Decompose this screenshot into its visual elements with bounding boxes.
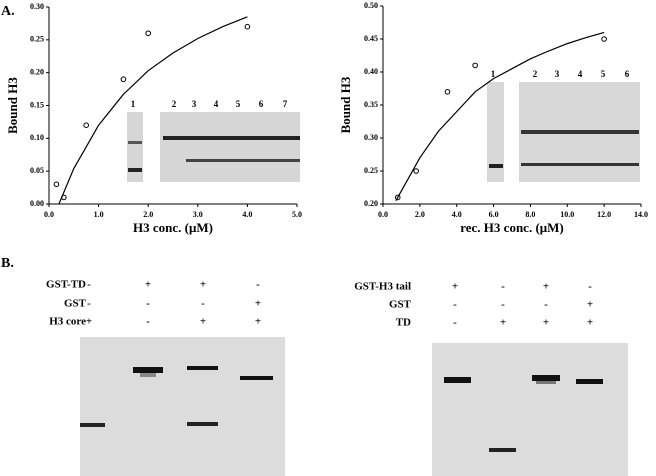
y-tick-label: 0.20 bbox=[364, 199, 378, 208]
lane-label: 2 bbox=[533, 69, 538, 79]
gel-inset bbox=[487, 82, 640, 182]
data-point bbox=[472, 62, 478, 69]
x-tick-label: 2.0 bbox=[143, 210, 153, 219]
y-tick-label: 0.25 bbox=[364, 166, 378, 175]
lane-label: 2 bbox=[172, 99, 177, 109]
y-tick-label: 0.50 bbox=[364, 1, 378, 10]
lane-label: 3 bbox=[192, 99, 197, 109]
gel bbox=[80, 337, 285, 476]
lane-label: 3 bbox=[555, 69, 560, 79]
lane-sign: + bbox=[86, 316, 92, 328]
lane-sign: - bbox=[87, 279, 91, 291]
lane-label: 6 bbox=[625, 69, 630, 79]
panel-label: B. bbox=[1, 256, 14, 271]
x-axis-label: H3 conc. (μM) bbox=[133, 220, 213, 235]
x-tick-label: 5.0 bbox=[292, 210, 302, 219]
lane-label: 1 bbox=[491, 69, 496, 79]
y-tick-label: 0.45 bbox=[364, 34, 378, 43]
x-tick-label: 12.0 bbox=[597, 210, 611, 219]
lane-sign: + bbox=[255, 298, 261, 310]
fit-line bbox=[58, 16, 248, 205]
x-tick-label: 0.0 bbox=[378, 210, 388, 219]
lane-label: 5 bbox=[236, 99, 241, 109]
y-tick-label: 0.05 bbox=[30, 166, 44, 175]
gel-inset bbox=[127, 112, 300, 182]
lane-sign: - bbox=[501, 281, 505, 293]
panel-label: A. bbox=[1, 4, 15, 19]
y-tick-label: 0.40 bbox=[364, 67, 378, 76]
row-label: GST-H3 tail bbox=[354, 281, 411, 293]
x-tick-label: 3.0 bbox=[193, 210, 203, 219]
lane-sign: - bbox=[501, 299, 505, 311]
data-point bbox=[413, 168, 419, 174]
data-point bbox=[53, 181, 60, 188]
lane-sign: + bbox=[452, 281, 458, 293]
data-point bbox=[145, 30, 151, 37]
data-point bbox=[244, 23, 251, 30]
x-tick-label: 6.0 bbox=[489, 210, 499, 219]
x-axis-label: rec. H3 conc. (μM) bbox=[460, 220, 564, 235]
data-point bbox=[601, 36, 607, 42]
lane-sign: - bbox=[146, 316, 150, 328]
x-tick-label: 8.0 bbox=[525, 210, 535, 219]
y-tick-label: 0.20 bbox=[30, 67, 44, 76]
fit-line bbox=[395, 31, 605, 201]
lane-sign: - bbox=[588, 281, 592, 293]
x-tick-label: 2.0 bbox=[415, 210, 425, 219]
y-tick-label: 0.30 bbox=[30, 2, 44, 11]
lane-sign: + bbox=[255, 316, 261, 328]
lane-sign: - bbox=[256, 279, 260, 291]
row-label: TD bbox=[396, 317, 411, 329]
lane-label: 7 bbox=[283, 99, 288, 109]
lane-sign: - bbox=[453, 317, 457, 329]
lane-sign: - bbox=[453, 299, 457, 311]
lane-sign: + bbox=[543, 281, 549, 293]
lane-sign: - bbox=[146, 298, 150, 310]
lane-sign: + bbox=[500, 317, 506, 329]
x-tick-label: 0.0 bbox=[44, 210, 54, 219]
y-tick-label: 0.10 bbox=[30, 133, 44, 142]
data-point bbox=[120, 76, 127, 83]
lane-sign: + bbox=[543, 317, 549, 329]
lane-sign: - bbox=[201, 298, 205, 310]
x-tick-label: 4.0 bbox=[452, 210, 462, 219]
row-label: GST-TD bbox=[46, 279, 86, 291]
data-point bbox=[83, 122, 89, 128]
lane-label: 4 bbox=[214, 99, 219, 109]
lane-label: 4 bbox=[578, 69, 583, 79]
gel bbox=[432, 343, 628, 476]
y-tick-label: 0.15 bbox=[30, 100, 44, 109]
y-axis-label: Bound H3 bbox=[5, 77, 20, 134]
y-tick-label: 0.35 bbox=[364, 100, 378, 109]
lane-sign: + bbox=[587, 299, 593, 311]
y-tick-label: 0.30 bbox=[364, 133, 378, 142]
lane-label: 6 bbox=[259, 99, 264, 109]
lane-sign: + bbox=[145, 279, 151, 291]
lane-label: 1 bbox=[131, 99, 136, 109]
x-tick-label: 1.0 bbox=[94, 210, 104, 219]
x-tick-label: 14.0 bbox=[634, 210, 648, 219]
lane-sign: + bbox=[200, 279, 206, 291]
y-tick-label: 0.25 bbox=[30, 35, 44, 44]
row-label: GST bbox=[64, 298, 87, 310]
y-axis-label: Bound H3 bbox=[338, 76, 353, 133]
row-label: GST bbox=[389, 299, 412, 311]
lane-label: 5 bbox=[601, 69, 606, 79]
x-tick-label: 10.0 bbox=[560, 210, 574, 219]
row-label: H3 core bbox=[49, 316, 86, 328]
lane-sign: - bbox=[87, 298, 91, 310]
data-point bbox=[444, 89, 451, 95]
x-tick-label: 4.0 bbox=[242, 210, 252, 219]
y-tick-label: 0.00 bbox=[30, 199, 44, 208]
lane-sign: + bbox=[200, 316, 206, 328]
lane-sign: - bbox=[544, 299, 548, 311]
lane-sign: + bbox=[587, 317, 593, 329]
